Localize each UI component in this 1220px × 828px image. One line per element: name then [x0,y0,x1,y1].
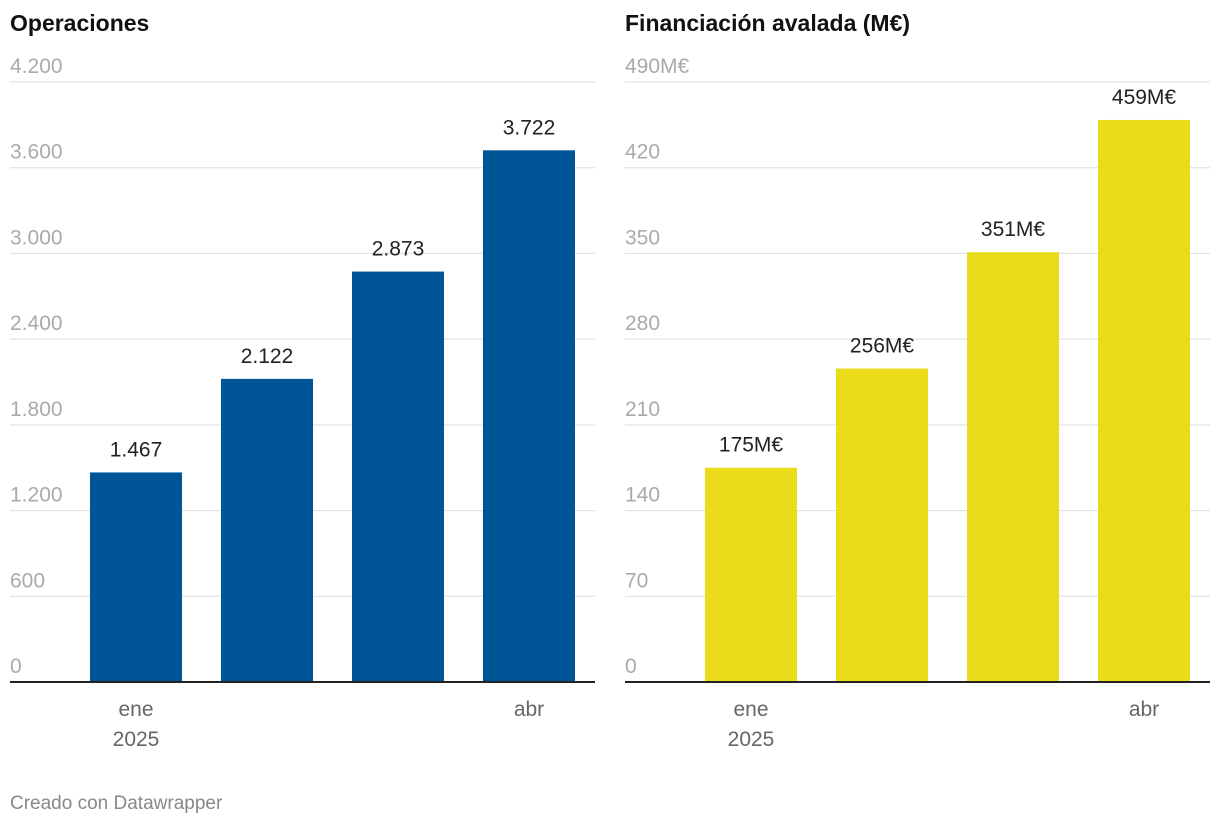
y-tick-label: 3.600 [10,141,63,164]
y-tick-label: 350 [625,226,660,249]
data-label: 3.722 [503,116,556,139]
chart-plot-operaciones: 0 600 1.200 1.800 2.400 3.000 3.600 4.200 1.467 2… [10,55,595,751]
y-tick-label: 490M€ [625,55,690,78]
chart-operaciones: Operaciones 0 600 1.200 1.800 2.400 3.000 3.60… [0,0,600,760]
x-tick-label: 2025 [728,728,775,751]
chart-plot-financiacion: 0 70 140 210 280 350 420 490M€ 175M€ 256M€ 351M€ 45… [625,55,1210,751]
y-tick-label: 2.400 [10,312,63,335]
x-tick-label: abr [1129,698,1159,721]
y-tick-label: 210 [625,398,660,421]
y-tick-label: 0 [625,655,637,678]
y-tick-label: 0 [10,655,22,678]
bar-abr [483,150,575,683]
bar-mar [352,271,444,682]
data-label: 2.873 [372,238,425,261]
y-tick-label: 1.200 [10,484,63,507]
x-tick-label: ene [733,698,768,721]
data-label: 2.122 [241,345,294,368]
x-tick-label: abr [514,698,544,721]
bar-ene [705,467,797,682]
y-tick-label: 4.200 [10,55,63,78]
chart-title: Operaciones [10,10,150,36]
data-label: 459M€ [1112,86,1177,109]
y-tick-label: 140 [625,484,660,507]
data-label: 175M€ [719,434,784,457]
chart-financiacion: Financiación avalada (M€) 0 70 140 210 280 35… [615,0,1215,760]
bar-mar [967,252,1059,682]
y-tick-label: 280 [625,312,660,335]
y-tick-label: 600 [10,569,45,592]
y-tick-label: 420 [625,141,660,164]
y-tick-label: 1.800 [10,398,63,421]
credit-text: Creado con Datawrapper [10,793,223,814]
chart-title: Financiación avalada (M€) [625,10,911,36]
bar-feb [836,368,928,682]
bar-ene [90,472,182,682]
y-tick-label: 70 [625,569,648,592]
data-label: 1.467 [110,438,163,461]
data-label: 256M€ [850,335,915,358]
x-tick-label: ene [118,698,153,721]
bar-abr [1098,119,1190,683]
x-tick-label: 2025 [113,728,160,751]
data-label: 351M€ [981,218,1046,241]
y-tick-label: 3.000 [10,226,63,249]
bar-feb [221,378,313,682]
